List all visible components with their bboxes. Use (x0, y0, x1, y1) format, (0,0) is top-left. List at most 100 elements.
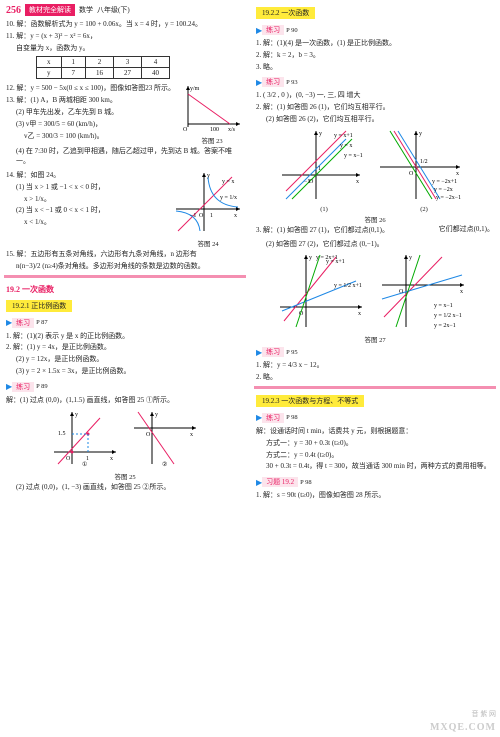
svg-text:y = x−1: y = x−1 (434, 303, 453, 309)
svg-text:1: 1 (318, 166, 321, 172)
fig25-1: 1.5 1 O x y ① (50, 408, 120, 470)
q2-93b: (2) 如答图 26 (2)，它们均互相平行。 (256, 115, 494, 125)
xiti-page: P 98 (300, 479, 312, 486)
svg-text:y = x+1: y = x+1 (334, 133, 353, 139)
svg-text:x: x (356, 179, 359, 185)
svg-text:1.5: 1.5 (58, 431, 66, 437)
fig23: O 100 x/s y/m 答图 23 (180, 82, 244, 145)
lianxi-p87: ▶ 练习 P 87 (6, 318, 48, 328)
svg-text:②: ② (162, 461, 167, 468)
sec-19-2: 19.2 一次函数 (6, 284, 54, 295)
fig25-cap: 答图 25 (6, 471, 244, 481)
header-subject: 数学 (79, 5, 93, 15)
svg-text:x: x (110, 456, 113, 462)
lianxi-page: P 90 (286, 27, 298, 34)
svg-text:x: x (460, 289, 463, 295)
q1-95: 1. 解：y = 4/3 x − 12。 (256, 361, 494, 371)
svg-text:y = 1/2 x+1: y = 1/2 x+1 (334, 283, 362, 289)
q1-93: 1. ( 3/2 , 0 )，(0, −3) 一, 三, 四 增大 (256, 91, 494, 101)
section-divider (4, 275, 246, 278)
fig23-cap: 答图 23 (180, 135, 244, 145)
q3-93b: (2) 如答图 27 (2)，它们都过点 (0,−1)。 (256, 240, 494, 250)
page-number: 256 (6, 5, 21, 16)
sec-19-2-1: 19.2.1 正比例函数 (6, 300, 72, 312)
p13b: (2) 甲车先出发，乙车先到 B 城。 (6, 108, 176, 118)
fig25-row: 1.5 1 O x y ① O x y ② (6, 408, 244, 470)
svg-text:x: x (190, 432, 193, 438)
p14e: x < 1/x。 (6, 218, 168, 228)
xiti-19-2: ▶ 习题 19.2 P 98 (256, 477, 312, 487)
svg-text:y: y (319, 131, 322, 137)
fig26-1: O x y 1 −1 y = x+1 y = x y = x−1 (1) (278, 127, 370, 213)
fig27-row: O x y y = x+1 y = 1/2 x+1 y = 2x+1 O x (256, 251, 494, 333)
q2-87c: (3) y = 2 × 1.5x = 3x，是正比例函数。 (6, 367, 244, 377)
svg-text:O: O (399, 289, 404, 295)
svg-text:O: O (183, 127, 188, 132)
lianxi-p90: ▶ 练习 P 90 (256, 25, 298, 35)
p15b: n(n−3)/2 (n≥4)条对角线。多边形对角线的条数是边数的函数。 (6, 262, 244, 272)
p13a: 13. 解：(1) A，B 两城相距 300 km。 (6, 96, 176, 106)
fig26-2: O x y 1/2 y = −2x+1 y = −2x y = −2x−1 (2… (376, 127, 472, 213)
svg-text:y: y (309, 255, 312, 261)
watermark-url: MXQE.COM (430, 722, 496, 733)
svg-text:O: O (66, 456, 71, 462)
watermark-text: 音 紫 网 (472, 709, 497, 719)
lianxi-p95: ▶ 练习 P 95 (256, 347, 298, 357)
p13c: (3) v甲 = 300/5 = 60 (km/h)， (6, 120, 176, 130)
lianxi-p93: ▶ 练习 P 93 (256, 77, 298, 87)
q2-90: 2. 解：k = 2，b = 3。 (256, 51, 494, 61)
table-xy: x 1 2 3 4 y 7 16 27 40 (36, 56, 170, 79)
table-row: x 1 2 3 4 (37, 57, 170, 68)
lianxi-page: P 93 (286, 79, 298, 86)
fig27-2: O x y y = x−1 y = 1/2 x−1 y = 2x−1 (378, 251, 474, 333)
right-column: 19.2.2 一次函数 ▶ 练习 P 90 1. 解：(1)(4) 是一次函数，… (250, 0, 500, 737)
fig26-row: O x y 1 −1 y = x+1 y = x y = x−1 (1) (256, 127, 494, 213)
fig24-cap: 答图 24 (172, 238, 244, 248)
svg-text:y = 1/2 x−1: y = 1/2 x−1 (434, 313, 462, 319)
header-grade: 八年级(下) (97, 5, 130, 15)
lianxi-page: P 89 (36, 383, 48, 390)
lianxi-page: P 87 (36, 319, 48, 326)
fig26-cap: 答图 26 (256, 214, 494, 224)
svg-text:y = x: y = x (222, 179, 234, 185)
svg-text:x/s: x/s (228, 127, 236, 132)
sec-19-2-2: 19.2.2 一次函数 (256, 7, 315, 19)
svg-text:x: x (234, 213, 237, 219)
p11b: 自变量为 x，函数为 y。 (6, 44, 244, 54)
q98b: 方式一：y = 30 + 0.3t (t≥0)。 (256, 439, 494, 449)
q3-93a-tail: 它们都过点(0,1)。 (439, 224, 494, 234)
p13e: (4) 在 7:30 时，乙追到甲相遇，随后乙超过甲，先到达 B 城。答案不唯一… (6, 147, 244, 167)
svg-text:y = x−1: y = x−1 (344, 153, 363, 159)
page: 256 教材完全解读 数学 八年级(下) 10. 解：函数解析式为 y = 10… (0, 0, 500, 737)
lianxi-label: 练习 (262, 413, 284, 423)
lianxi-p98a: ▶ 练习 P 98 (256, 413, 298, 423)
header-badge: 教材完全解读 (25, 4, 75, 16)
svg-text:O: O (199, 213, 204, 219)
svg-text:①: ① (82, 461, 87, 468)
p14c: x > 1/x。 (6, 195, 168, 205)
lianxi-page: P 95 (286, 349, 298, 356)
q1-90: 1. 解：(1)(4) 是一次函数，(1) 是正比例函数。 (256, 39, 494, 49)
svg-text:y = 2x+1: y = 2x+1 (316, 255, 338, 261)
q89a: 解：(1) 过点 (0,0)，(1,1.5) 画直线，如答图 25 ①所示。 (6, 396, 244, 406)
svg-text:y: y (75, 412, 78, 418)
fig24-svg: O x y 1 −1 y = x y = 1/x (172, 169, 244, 235)
svg-text:100: 100 (210, 127, 219, 132)
q98a: 解：设通话时间 t min，话费共 y 元，则根据题意： (256, 427, 494, 437)
q98d: 30 + 0.3t = 0.4t，得 t = 300，故当通话 300 min … (256, 462, 494, 472)
svg-text:O: O (299, 311, 304, 317)
q3-93a: 3. 解：(1) 如答图 27 (1)，它们都过点(0,1)。 (256, 226, 435, 236)
q89b: (2) 过点 (0,0)，(1, −3) 画直线，如答图 25 ②所示。 (6, 483, 244, 493)
svg-text:y = −2x: y = −2x (434, 187, 453, 193)
svg-text:y: y (409, 255, 412, 261)
xiti-label: 习题 19.2 (262, 477, 298, 487)
svg-text:y = −2x−1: y = −2x−1 (436, 195, 461, 201)
fig27-1: O x y y = x+1 y = 1/2 x+1 y = 2x+1 (276, 251, 372, 333)
svg-text:O: O (409, 171, 414, 177)
lianxi-p89: ▶ 练习 P 89 (6, 382, 48, 392)
lianxi-label: 练习 (262, 25, 284, 35)
table-row: y 7 16 27 40 (37, 68, 170, 79)
fig23-svg: O 100 x/s y/m (180, 82, 244, 132)
svg-text:y = −2x+1: y = −2x+1 (432, 179, 457, 185)
page-header: 256 教材完全解读 数学 八年级(下) (6, 4, 244, 16)
